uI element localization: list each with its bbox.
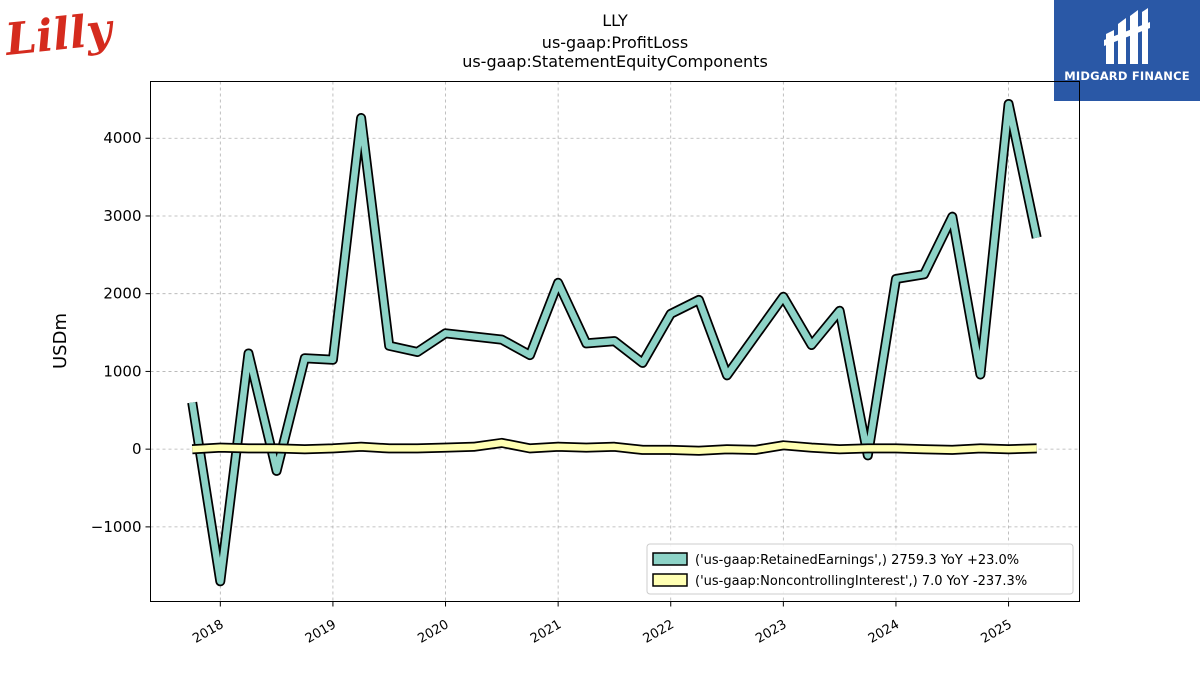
- y-tick-label: 4000: [103, 129, 141, 147]
- midgard-logo-text: MIDGARD FINANCE: [1064, 69, 1190, 83]
- legend-swatch-2: [652, 573, 688, 587]
- series-line-1: [188, 100, 1040, 585]
- legend-label-2: ('us-gaap:NoncontrollingInterest',) 7.0 …: [695, 574, 1027, 589]
- lilly-logo-text: Lilly: [4, 4, 116, 66]
- legend-label-1: ('us-gaap:RetainedEarnings',) 2759.3 YoY…: [695, 553, 1019, 568]
- y-tick-label: 2000: [103, 285, 141, 303]
- x-tick-label: 2023: [753, 617, 789, 647]
- lilly-logo: Lilly: [1, 2, 118, 70]
- chart-title: LLY: [602, 11, 628, 30]
- chart-subtitle-2: us-gaap:StatementEquityComponents: [462, 52, 768, 71]
- x-tick-label: 2020: [415, 617, 451, 647]
- x-tick-label: 2021: [528, 617, 564, 647]
- y-axis-label: USDm: [50, 313, 71, 369]
- legend-swatch-1: [652, 552, 688, 566]
- plot-frame: [150, 81, 1080, 602]
- x-tick-label: 2018: [190, 617, 226, 647]
- legend-box: [646, 543, 1074, 595]
- x-tick-label: 2025: [978, 617, 1014, 647]
- y-tick-label: 3000: [103, 207, 141, 225]
- series-lines: [187, 99, 1042, 587]
- y-tick-label: 1000: [103, 362, 141, 380]
- legend: ('us-gaap:RetainedEarnings',) 2759.3 YoY…: [646, 543, 1074, 595]
- x-tick-label: 2024: [866, 617, 902, 647]
- x-tick-label: 2019: [303, 617, 339, 647]
- series-line-2: [192, 439, 1037, 454]
- y-tick-label: 0: [132, 440, 142, 458]
- chart-subtitle-1: us-gaap:ProfitLoss: [542, 33, 688, 52]
- midgard-finance-logo: MIDGARD FINANCE: [1054, 0, 1200, 101]
- y-tick-label: −1000: [91, 518, 142, 536]
- x-tick-label: 2022: [641, 617, 677, 647]
